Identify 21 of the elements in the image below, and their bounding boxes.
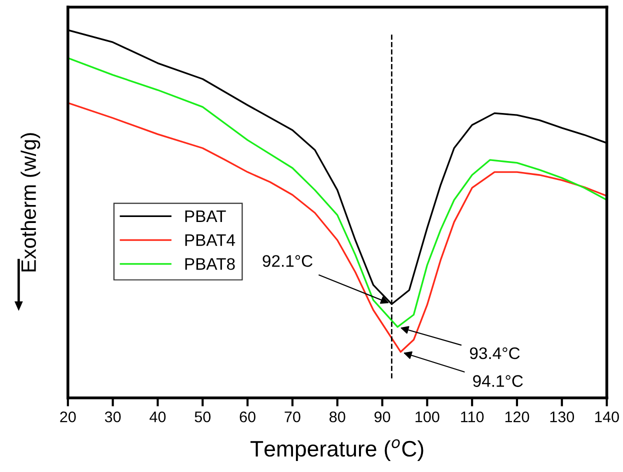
legend-label: PBAT bbox=[185, 210, 226, 222]
x-tick-label: 50 bbox=[194, 411, 211, 422]
x-tick-label: 130 bbox=[550, 411, 574, 422]
annotation: 92.1°C bbox=[262, 255, 312, 267]
x-tick-label: 60 bbox=[240, 411, 256, 422]
x-tick-label: 90 bbox=[374, 411, 390, 422]
x-tick-label: 120 bbox=[505, 411, 530, 422]
x-tick-label: 110 bbox=[461, 411, 484, 422]
x-tick-label: 140 bbox=[595, 411, 619, 422]
x-tick-label: 70 bbox=[284, 411, 300, 422]
legend-label: PBAT4 bbox=[185, 234, 236, 246]
annotation: 93.4°C bbox=[470, 347, 520, 360]
x-tick-label: 40 bbox=[150, 411, 166, 422]
x-tick-label: 80 bbox=[330, 411, 346, 422]
legend-label: PBAT8 bbox=[185, 258, 235, 270]
x-tick-label: 30 bbox=[104, 411, 121, 422]
x-tick-label: 20 bbox=[60, 411, 76, 422]
y-axis-title: Exotherm (w/g) bbox=[20, 133, 40, 272]
x-tick-label: 100 bbox=[416, 411, 440, 422]
x-axis-title: Temperature ($^{o}$C) bbox=[250, 439, 424, 462]
annotation: 94.1°C bbox=[473, 375, 523, 387]
